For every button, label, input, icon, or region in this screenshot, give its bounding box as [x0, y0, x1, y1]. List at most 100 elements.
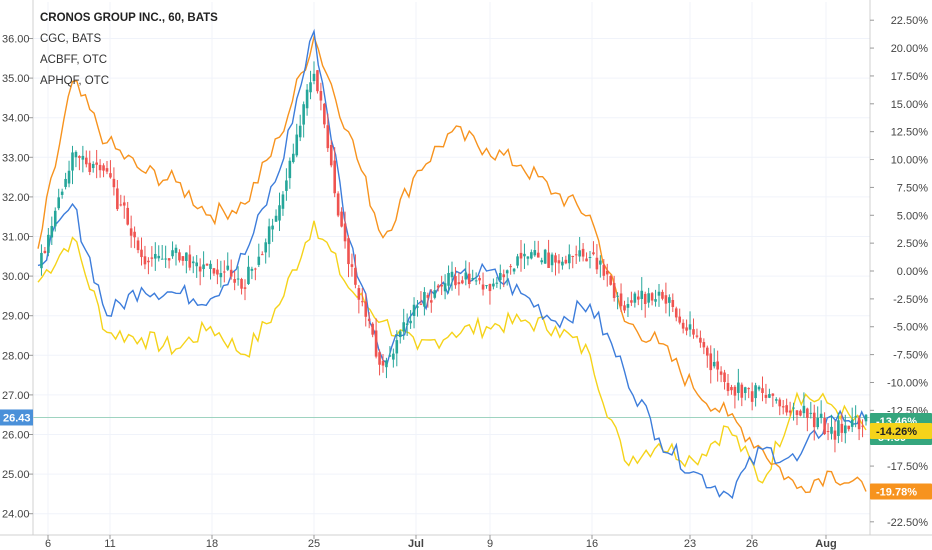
candle-body: [274, 215, 278, 222]
legend-main-symbol[interactable]: CRONOS GROUP INC., 60, BATS: [40, 12, 218, 24]
candle-body: [440, 284, 443, 287]
time-tick-label: 6: [45, 538, 51, 550]
right-tick-label: -10.00%: [887, 377, 928, 389]
candle-body: [840, 423, 844, 433]
candle-body: [778, 399, 782, 407]
candle-body: [457, 282, 461, 285]
candle-body: [374, 330, 378, 357]
candle-body: [637, 296, 640, 300]
candle-body: [792, 407, 795, 409]
candle-body: [388, 355, 392, 357]
candle-body: [164, 258, 167, 260]
right-tick-label: 2.50%: [897, 238, 928, 250]
candle-body: [650, 293, 654, 301]
legend-series-cgc[interactable]: CGC, BATS: [40, 33, 102, 45]
candle-body: [40, 252, 43, 269]
candle-body: [833, 430, 837, 440]
candle-body: [830, 426, 833, 434]
time-tick-label: 26: [746, 538, 758, 550]
candle-body: [602, 264, 606, 276]
candle-body: [578, 250, 581, 257]
candle-body: [775, 399, 778, 401]
candle-body: [612, 282, 616, 298]
candle-body: [785, 405, 788, 413]
candle-body: [240, 279, 243, 289]
candle-body: [64, 178, 67, 187]
candle-body: [771, 393, 775, 396]
candle-body: [312, 73, 316, 81]
candle-body: [530, 252, 533, 259]
candle-body: [364, 301, 368, 317]
candle-body: [71, 152, 74, 171]
candle-body: [409, 320, 412, 324]
candle-body: [754, 385, 757, 399]
candle-body: [226, 265, 230, 270]
candle-body: [599, 260, 602, 265]
candle-body: [488, 284, 492, 292]
candle-body: [609, 275, 612, 285]
candle-body: [85, 157, 88, 165]
time-tick-label: 11: [104, 538, 115, 550]
candle-body: [60, 191, 64, 195]
candle-body: [854, 416, 857, 418]
aphqf-change-badge-bg: [870, 422, 932, 439]
candle-body: [574, 254, 578, 256]
candle-body: [571, 255, 575, 257]
candle-body: [150, 257, 154, 259]
candle-body: [568, 254, 571, 264]
right-tick-label: 12.50%: [891, 127, 929, 139]
candle-body: [74, 151, 78, 158]
candle-body: [112, 178, 116, 188]
candle-body: [354, 267, 357, 285]
candle-body: [450, 271, 454, 278]
candle-body: [443, 283, 447, 292]
candle-body: [499, 272, 502, 281]
left-tick-label: 25.00: [2, 469, 30, 481]
candle-body: [619, 293, 623, 307]
candle-body: [561, 261, 564, 266]
candle-body: [395, 340, 399, 354]
candle-body: [640, 290, 644, 299]
candle-body: [405, 323, 409, 325]
candle-body: [747, 388, 750, 390]
candle-body: [654, 299, 657, 302]
candle-body: [799, 410, 802, 416]
candle-body: [740, 384, 744, 398]
candle-body: [495, 282, 499, 284]
candle-body: [402, 322, 405, 332]
candle-body: [171, 250, 174, 257]
candle-body: [95, 162, 98, 165]
candle-body: [98, 164, 102, 171]
candle-body: [743, 387, 747, 394]
candle-body: [464, 272, 468, 280]
candle-body: [478, 277, 481, 281]
candle-body: [812, 412, 816, 428]
candle-body: [357, 288, 361, 300]
candle-body: [47, 234, 50, 253]
candle-body: [53, 210, 57, 227]
left-tick-label: 30.00: [2, 271, 30, 283]
right-tick-label: -2.50%: [893, 294, 928, 306]
candle-body: [271, 225, 274, 230]
candle-body: [795, 410, 799, 416]
right-tick-label: 15.00%: [891, 99, 929, 111]
candle-body: [461, 280, 464, 284]
candle-body: [730, 386, 733, 391]
candle-body: [664, 295, 668, 304]
candle-body: [371, 323, 374, 335]
candle-body: [392, 353, 395, 360]
candle-body: [688, 324, 692, 330]
legend-series-aphqf[interactable]: APHQF, OTC: [40, 75, 110, 87]
candle-body: [526, 256, 530, 259]
candle-body: [423, 292, 426, 307]
time-tick-label: 16: [586, 538, 598, 550]
candle-body: [702, 342, 706, 348]
legend-series-acbff[interactable]: ACBFF, OTC: [40, 54, 108, 66]
price-badges: 26.43-13.46%54:39-14.26%-19.78%: [0, 409, 932, 500]
candle-body: [581, 248, 585, 257]
candle-body: [709, 353, 713, 371]
candle-body: [202, 264, 205, 270]
candle-body: [250, 268, 254, 271]
candle-body: [547, 252, 550, 268]
